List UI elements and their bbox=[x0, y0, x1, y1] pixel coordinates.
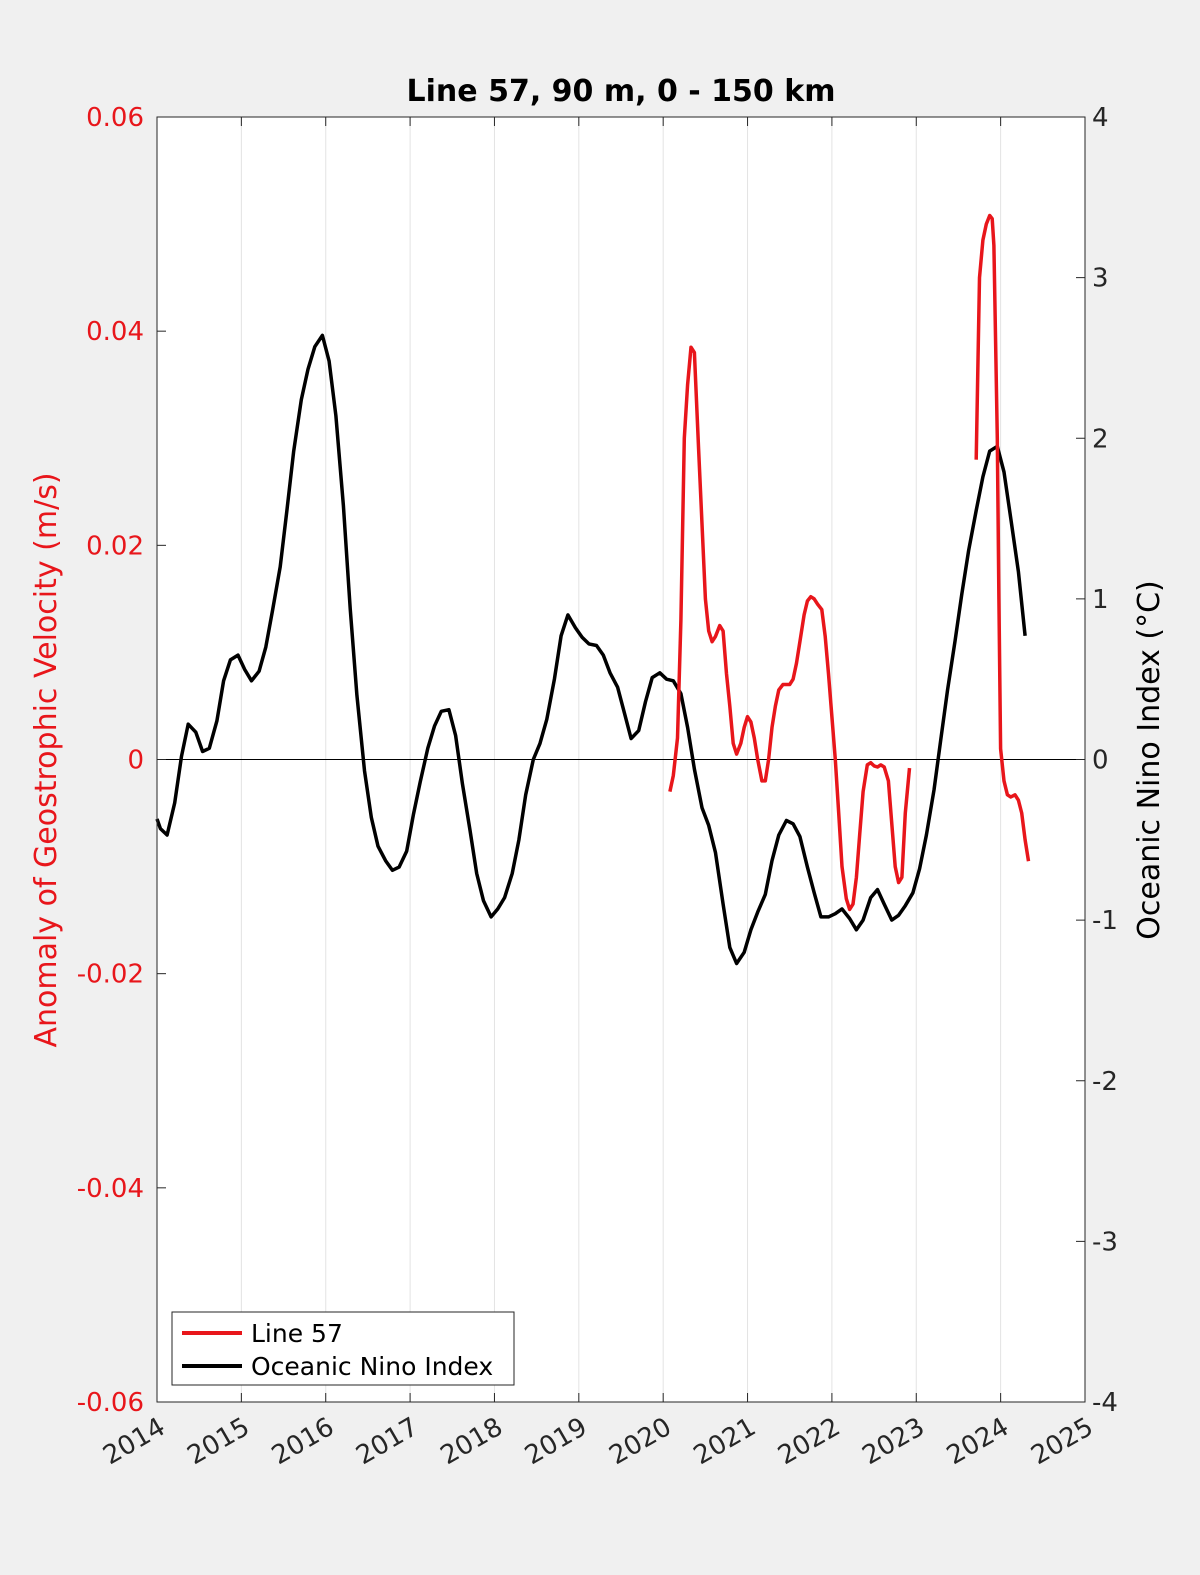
x-tick-label: 2016 bbox=[267, 1412, 339, 1471]
series-layer bbox=[155, 213, 1031, 966]
y-right-tick-label: 1 bbox=[1092, 585, 1109, 615]
legend-label-line-57: Line 57 bbox=[251, 1319, 343, 1348]
x-tick-label: 2014 bbox=[98, 1412, 170, 1471]
series-line-line-57-segment-2 bbox=[974, 213, 1031, 862]
y-right-tick-label: -2 bbox=[1092, 1067, 1118, 1097]
y-left-tick-label: 0.04 bbox=[86, 317, 144, 347]
legend: Line 57 Oceanic Nino Index bbox=[171, 1311, 515, 1386]
series-line-line-57-segment-1 bbox=[668, 345, 912, 912]
x-tick-label: 2021 bbox=[689, 1412, 761, 1471]
legend-label-oni: Oceanic Nino Index bbox=[251, 1352, 493, 1381]
y-right-tick-label: -4 bbox=[1092, 1388, 1118, 1418]
y-left-tick-label: 0.02 bbox=[86, 531, 144, 561]
y-right-tick-label: -1 bbox=[1092, 906, 1118, 936]
y-left-tick-label: -0.02 bbox=[77, 960, 144, 990]
y-left-tick-label: 0.06 bbox=[86, 103, 144, 133]
y-right-tick-label: 0 bbox=[1092, 746, 1109, 776]
y-axis-left: -0.06 -0.04 -0.02 0 0.02 0.04 0.06 bbox=[77, 103, 166, 1418]
x-tick-label: 2015 bbox=[183, 1412, 255, 1471]
y-left-tick-label: -0.06 bbox=[77, 1388, 144, 1418]
y-axis-left-label: Anomaly of Geostrophic Velocity (m/s) bbox=[29, 472, 64, 1047]
y-right-tick-label: 4 bbox=[1092, 103, 1109, 133]
y-right-tick-label: 3 bbox=[1092, 264, 1109, 294]
x-tick-label: 2022 bbox=[773, 1412, 845, 1471]
legend-box bbox=[171, 1311, 515, 1386]
y-axis-right: -4 -3 -2 -1 0 1 2 3 4 bbox=[1076, 103, 1118, 1418]
series-line-oceanic-nino-index bbox=[155, 333, 1027, 966]
y-left-tick-label: -0.04 bbox=[77, 1174, 144, 1204]
x-tick-label: 2020 bbox=[604, 1412, 676, 1471]
x-tick-label: 2019 bbox=[520, 1412, 592, 1471]
y-left-tick-label: 0 bbox=[127, 746, 144, 776]
x-tick-label: 2018 bbox=[436, 1412, 508, 1471]
y-right-tick-label: 2 bbox=[1092, 424, 1109, 454]
x-tick-label: 2023 bbox=[857, 1412, 929, 1471]
x-tick-label: 2017 bbox=[351, 1412, 423, 1471]
x-tick-label: 2024 bbox=[942, 1412, 1014, 1471]
y-axis-right-label: Oceanic Nino Index (°C) bbox=[1132, 580, 1167, 940]
x-tick-label: 2025 bbox=[1026, 1412, 1098, 1471]
chart-title: Line 57, 90 m, 0 - 150 km bbox=[407, 74, 836, 109]
y-right-tick-label: -3 bbox=[1092, 1227, 1118, 1257]
